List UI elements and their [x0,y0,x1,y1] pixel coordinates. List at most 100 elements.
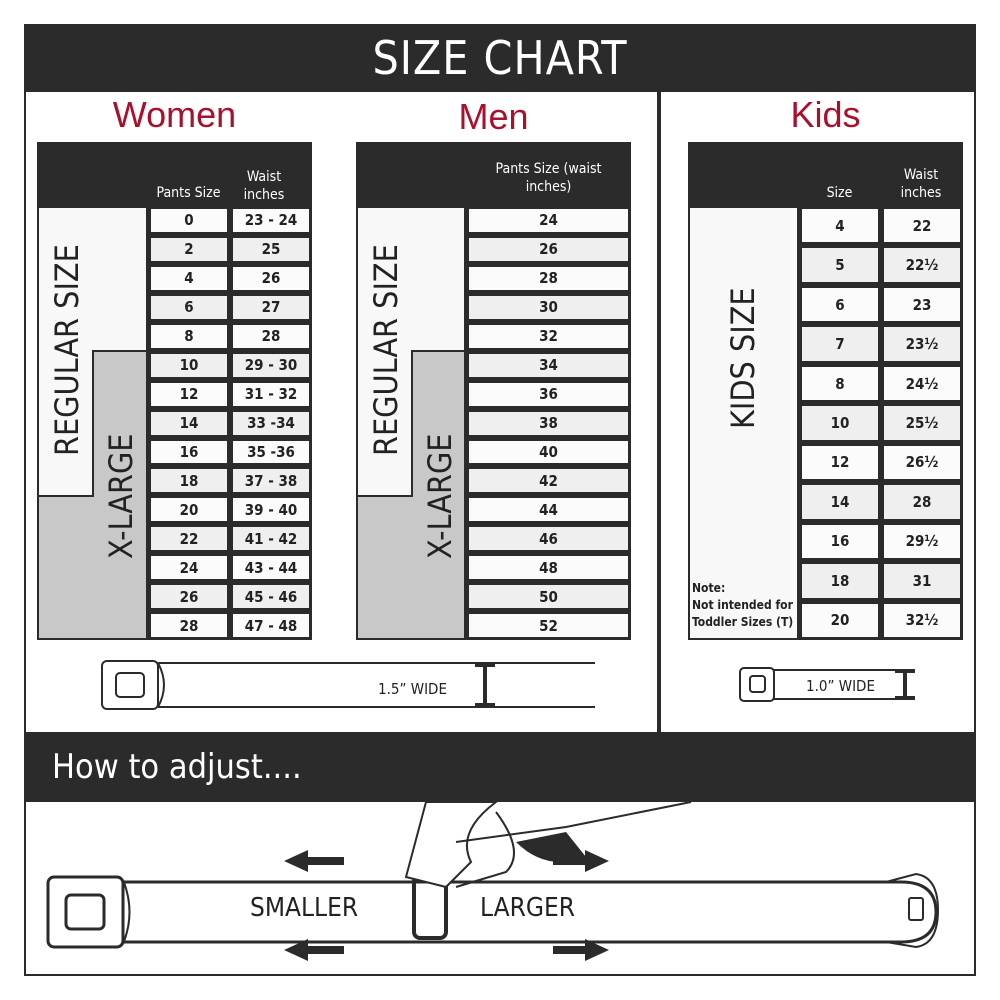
men-size-cell: 24 [467,207,630,234]
kids-heading: Kids [790,94,861,135]
note-line-2: Toddler Sizes (T) [692,615,794,629]
women-size-cell: 12 [149,380,229,408]
women-row: 16 35 -36 [148,438,312,467]
men-size-cell: 38 [467,409,630,437]
men-xlarge-region [358,352,464,638]
kids-size-cell: 20 [800,601,880,639]
kids-size-cell: 14 [800,483,880,521]
women-size-cell: 22 [149,525,229,553]
women-size-cell: 28 [149,612,229,640]
kids-row: 4 22 [799,206,963,245]
women-regular-label: REGULAR SIZE [48,244,86,457]
kids-waist-cell: 29½ [882,522,962,561]
men-row: 40 [466,438,631,467]
kids-row: 7 23½ [799,324,963,363]
kids-waist-cell: 24½ [882,364,962,403]
kids-row: 20 32½ [799,601,963,640]
kids-row: 16 29½ [799,522,963,561]
women-size-cell: 24 [149,554,229,582]
women-waist-cell: 28 [231,322,311,350]
women-waist-cell: 26 [231,264,311,292]
women-waist-cell: 47 - 48 [231,612,311,640]
men-size-cell: 42 [467,467,630,495]
women-row: 12 31 - 32 [148,380,312,409]
women-row: 24 43 - 44 [148,553,312,582]
men-row: 46 [466,524,631,553]
note-line-1: Not intended for [692,598,793,612]
women-row: 18 37 - 38 [148,466,312,495]
men-size-cell: 36 [467,380,630,408]
kids-row: 5 22½ [799,245,963,284]
adjust-heading: How to adjust.... [24,732,976,802]
women-table: Pants Size Waist inches REGULAR SIZE X-L… [37,142,312,640]
women-size-cell: 4 [149,264,229,292]
women-xlarge-label: X-LARGE [102,433,140,559]
women-size-cell: 18 [149,467,229,495]
men-size-cell: 40 [467,438,630,466]
kids-waist-cell: 25½ [882,404,962,442]
women-size-cell: 20 [149,496,229,524]
kids-waist-cell: 31 [882,562,962,600]
men-row: 42 [466,466,631,495]
kids-size-cell: 8 [800,364,880,403]
women-row: 26 45 - 46 [148,582,312,611]
women-row: 4 26 [148,264,312,293]
women-row: 22 41 - 42 [148,524,312,553]
women-waist-cell: 33 -34 [231,409,311,437]
women-waist-cell: 39 - 40 [231,496,311,524]
women-waist-cell: 29 - 30 [231,351,311,379]
note-title: Note: [692,581,726,595]
kids-table: Size Waist inches KIDS SIZE Note: Not in… [688,142,963,640]
women-col-pants: Pants Size [156,185,221,201]
kids-col-waist: Waist inches [900,167,942,201]
men-xlarge-label: X-LARGE [421,433,459,559]
kids-size-cell: 18 [800,562,880,600]
men-row: 50 [466,582,631,611]
width-marker-icon [895,669,915,700]
men-size-cell: 34 [467,351,630,379]
kids-size-cell: 12 [800,443,880,482]
men-size-cell: 46 [467,525,630,553]
women-xlarge-region [39,352,146,638]
men-size-cell: 32 [467,322,630,350]
men-size-cell: 44 [467,496,630,524]
men-rows: 24 26 28 30 32 34 36 38 40 42 44 46 48 50 52 [466,206,631,640]
kids-size-cell: 10 [800,404,880,442]
kids-size-cell: 5 [800,246,880,284]
kids-size-cell: 7 [800,325,880,363]
women-col-waist: Waist inches [243,169,285,203]
women-size-cell: 16 [149,438,229,466]
men-regular-label: REGULAR SIZE [367,244,405,457]
men-size-cell: 50 [467,583,630,611]
women-size-cell: 26 [149,583,229,611]
men-heading: Men [458,96,529,137]
men-row: 52 [466,611,631,640]
women-rows: 0 23 - 24 2 25 4 26 6 27 8 28 10 29 - 30 12 31 - 32 14… [148,206,312,640]
kids-waist-cell: 23 [882,285,962,324]
women-waist-cell: 41 - 42 [231,525,311,553]
arrow-left-top-icon [284,850,344,872]
men-col-pants: Pants Size (waist inches) [495,161,602,195]
women-row: 10 29 - 30 [148,351,312,380]
men-row: 30 [466,293,631,322]
kids-waist-cell: 23½ [882,325,962,363]
kids-waist-cell: 22 [882,207,962,245]
men-size-cell: 28 [467,264,630,292]
kids-row: 8 24½ [799,364,963,403]
women-row: 2 25 [148,235,312,264]
kids-size-label: KIDS SIZE [724,287,762,429]
belt-width-illustration-wide [101,660,595,710]
women-size-cell: 14 [149,409,229,437]
kids-belt-width: 1.0” WIDE [806,677,875,695]
men-row: 24 [466,206,631,235]
women-size-cell: 8 [149,322,229,350]
men-table: Pants Size (waist inches) REGULAR SIZE X… [356,142,631,640]
women-waist-cell: 35 -36 [231,438,311,466]
women-waist-cell: 25 [231,235,311,263]
smaller-label: SMALLER [250,893,359,923]
kids-row: 18 31 [799,561,963,600]
page-title: SIZE CHART [24,24,976,92]
women-waist-cell: 27 [231,293,311,321]
women-row: 6 27 [148,293,312,322]
women-size-cell: 2 [149,235,229,263]
